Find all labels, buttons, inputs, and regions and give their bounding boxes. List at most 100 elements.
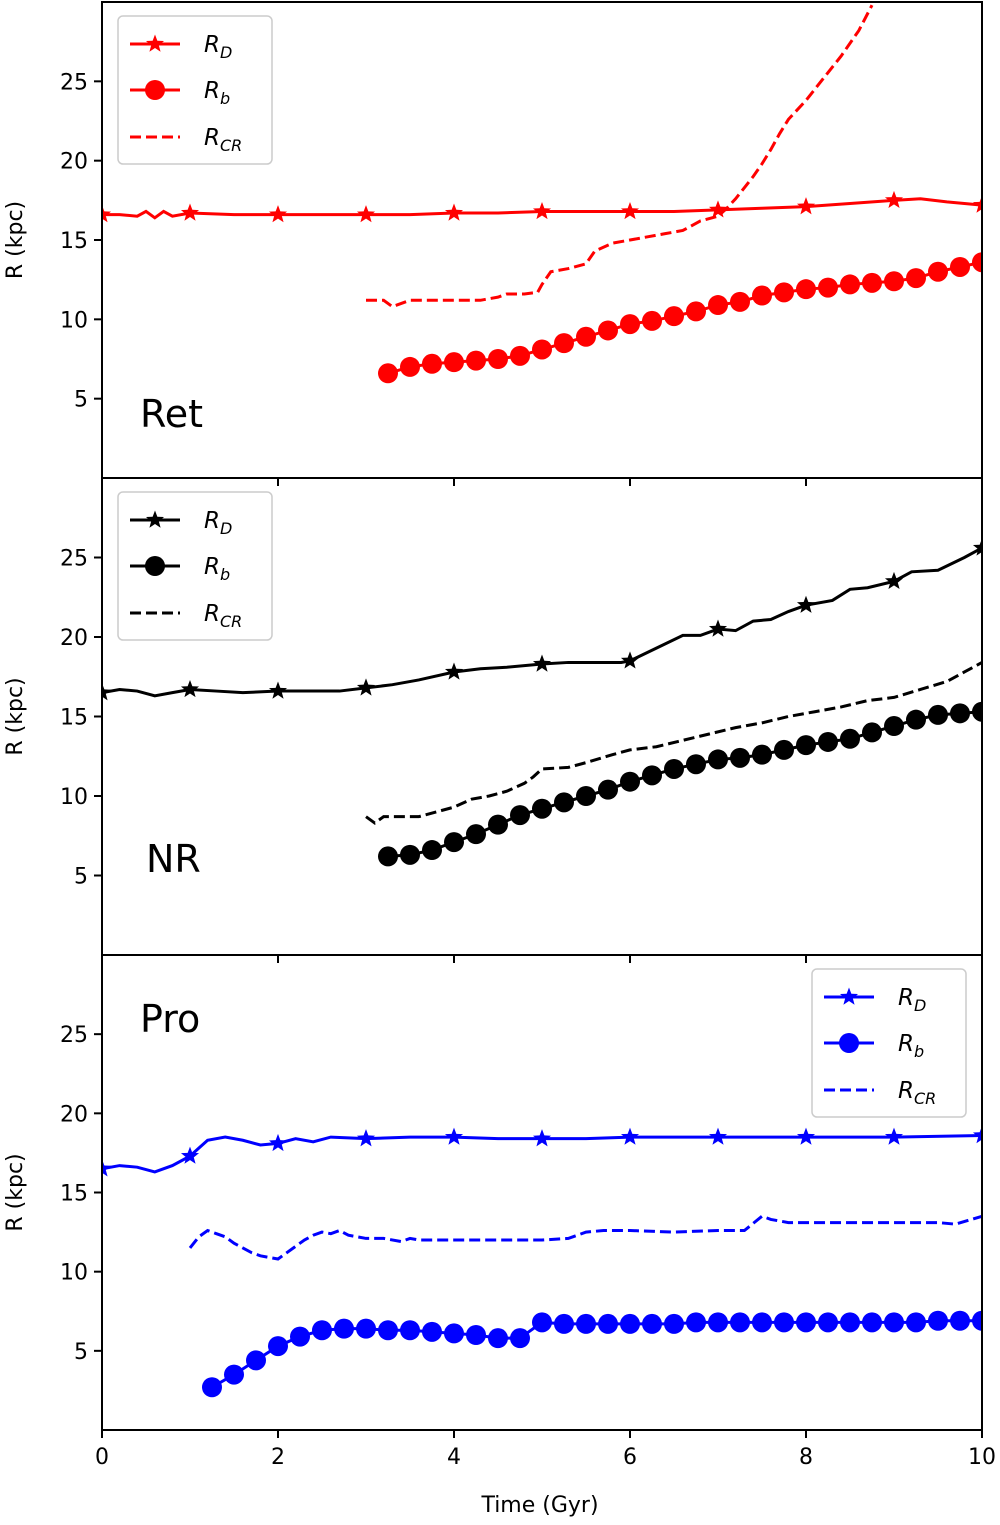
x-tick-label: 4 [447, 1445, 461, 1470]
series-line-rd [102, 1134, 982, 1174]
rb-circle-point [730, 291, 750, 312]
panel-data [102, 1126, 982, 1398]
rb-circle-point [664, 306, 684, 327]
rd-star-point [102, 683, 112, 701]
y-tick-label: 15 [60, 1182, 88, 1207]
rb-circle-point [488, 814, 508, 835]
series-line-rcr [188, 1214, 982, 1261]
rb-circle-point [620, 1313, 640, 1334]
rb-circle-point [554, 333, 574, 354]
rb-circle-point [884, 1312, 904, 1333]
rb-circle-point [796, 735, 816, 756]
y-tick-label: 25 [60, 547, 88, 572]
rb-circle-point [708, 295, 728, 316]
rb-circle-point [730, 747, 750, 768]
rb-circle-point [246, 1350, 266, 1371]
rb-circle-point [510, 345, 530, 366]
y-axis-label: R (kpc) [3, 1153, 28, 1231]
rd-star-point [796, 197, 816, 215]
rb-circle-point [686, 301, 706, 322]
legend-label-subscript: b [914, 1042, 924, 1061]
rb-circle-point [752, 744, 772, 765]
rb-circle-point [466, 1325, 486, 1345]
legend-frame [117, 15, 273, 165]
y-axis-label: R (kpc) [3, 201, 28, 279]
rb-circle-point [400, 356, 420, 377]
rb-circle-point [620, 771, 640, 792]
y-tick-label: 5 [74, 865, 88, 890]
rd-star-point [356, 678, 376, 696]
rb-circle-point [752, 1312, 772, 1333]
rb-circle-point [598, 779, 618, 800]
rb-circle-point [862, 1312, 882, 1333]
rd-star-point [972, 538, 982, 556]
rd-star-point [180, 1146, 200, 1164]
x-tick-label: 8 [799, 1445, 813, 1470]
rb-circle-point [554, 792, 574, 813]
x-tick-label: 10 [968, 1445, 996, 1470]
rb-circle-point [598, 1313, 618, 1334]
legend-label-subscript: CR [220, 136, 242, 155]
rb-circle-point [620, 314, 640, 335]
rb-circle-point [378, 363, 398, 384]
rb-circle-point [950, 1310, 970, 1331]
rb-circle-point [466, 350, 486, 371]
x-tick-label: 0 [95, 1445, 109, 1470]
series-line-rd [102, 546, 982, 698]
legend-marker-star [145, 34, 165, 52]
rb-circle-point [312, 1320, 332, 1341]
rb-circle-point [774, 1312, 794, 1333]
rd-star-point [796, 1127, 816, 1145]
rd-star-point [708, 1127, 728, 1145]
rb-circle-point [686, 754, 706, 775]
rb-circle-point [488, 1328, 508, 1349]
y-tick-label: 15 [60, 229, 88, 254]
rb-circle-point [928, 1310, 948, 1331]
rd-star-point [444, 1127, 464, 1145]
rb-circle-point [268, 1336, 288, 1357]
legend-label-subscript: D [914, 996, 926, 1015]
rd-star-point [444, 662, 464, 680]
rb-circle-point [378, 846, 398, 867]
rb-circle-point [532, 339, 552, 360]
rb-circle-point [928, 704, 948, 725]
rb-circle-point [510, 805, 530, 826]
rb-circle-point [708, 749, 728, 770]
rb-circle-point [774, 739, 794, 760]
rb-circle-point [972, 1310, 982, 1331]
rb-circle-point [554, 1313, 574, 1334]
y-tick-label: 20 [60, 1102, 88, 1127]
rd-star-point [102, 205, 112, 223]
y-tick-label: 10 [60, 785, 88, 810]
rd-star-point [708, 200, 728, 218]
y-tick-label: 20 [60, 626, 88, 651]
legend-label-subscript: D [220, 43, 232, 62]
panel-data [102, 538, 982, 867]
rd-star-point [180, 679, 200, 698]
rb-circle-point [466, 824, 486, 845]
rd-star-point [884, 190, 904, 209]
legend-label-subscript: b [220, 565, 230, 584]
rb-circle-point [202, 1377, 222, 1398]
rb-circle-point [818, 1312, 838, 1333]
rb-circle-point [488, 349, 508, 369]
legend-label-rcr: RCR [204, 601, 242, 631]
rb-circle-point [444, 832, 464, 853]
rd-star-point [620, 201, 640, 220]
x-axis-label: Time (Gyr) [480, 1493, 598, 1518]
series-line-rb [387, 710, 982, 858]
rb-circle-point [532, 798, 552, 819]
rd-star-point [268, 1133, 288, 1152]
y-tick-label: 15 [60, 706, 88, 731]
rd-star-point [796, 595, 816, 613]
rd-star-point [532, 654, 552, 672]
rb-circle-point [884, 716, 904, 737]
legend-label-subscript: b [220, 89, 230, 108]
rd-star-point [708, 619, 728, 637]
legend-frame [811, 968, 967, 1118]
legend-marker-star [839, 987, 859, 1005]
y-tick-label: 20 [60, 150, 88, 175]
